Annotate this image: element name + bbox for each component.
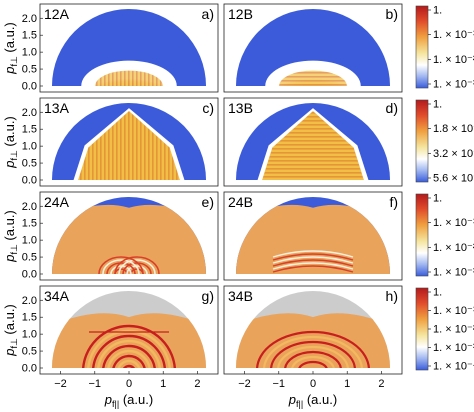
panel-letter-label: d): [386, 100, 398, 116]
y-tick-label: 2.0: [22, 295, 37, 307]
colorbar: 1. 1. × 10⁻¹ 1. × 10⁻² 1. × 10⁻³: [415, 193, 474, 279]
x-axis: −2 −1 0 1 2 pf|| (a.u.): [238, 371, 385, 409]
y-tick-label: 1.0: [22, 329, 37, 341]
panel-id-label: 13B: [228, 100, 253, 116]
panel-34A: 34A g) 0.0 0.5 1.0 1.5 2.0: [22, 285, 219, 375]
panel-id-label: 12B: [228, 6, 253, 22]
colorbar-tick-label: 1. × 10⁻⁴: [433, 361, 474, 373]
panel-id-label: 12A: [44, 6, 70, 22]
x-tick-label: −2: [238, 378, 251, 390]
y-axis-label: pf⊥ (a.u.): [2, 22, 19, 75]
colorbar-tick-label: 1. × 10⁻²: [433, 324, 474, 336]
panel-id-label: 34A: [44, 288, 70, 304]
x-tick-label: −1: [272, 378, 285, 390]
y-tick-label: 1.5: [22, 124, 37, 136]
colorbar: 1. 1. × 10⁻¹ 1. × 10⁻² 1. × 10⁻³: [415, 5, 474, 91]
y-tick-label: 1.0: [22, 235, 37, 247]
y-tick-label: 0.5: [22, 252, 37, 264]
colorbar-tick-label: 5.6 × 10⁻³: [433, 173, 474, 185]
y-tick-label: 0.5: [22, 346, 37, 358]
panel-letter-label: a): [202, 6, 214, 22]
x-axes: −2 −1 0 1 2 pf|| (a.u.) −2 −1 0 1 2 pf|| (a.u.): [54, 371, 385, 409]
x-tick-label: 1: [160, 378, 166, 390]
panel-letter-label: e): [202, 194, 214, 210]
x-tick-label: 0: [310, 378, 316, 390]
colorbar-tick-label: 1.: [433, 287, 442, 299]
colorbar-tick-label: 1.8 × 10⁻¹: [433, 123, 474, 135]
colorbar-tick-label: 1. × 10⁻²: [433, 54, 474, 66]
y-tick-label: 2.0: [22, 13, 37, 25]
colorbar: 1. 1.8 × 10⁻¹ 3.2 × 10⁻² 5.6 × 10⁻³: [415, 99, 474, 185]
y-tick-label: 2.0: [22, 107, 37, 119]
x-axis-label: pf|| (a.u.): [288, 392, 337, 409]
y-tick-label: 1.0: [22, 47, 37, 59]
panel-id-label: 13A: [44, 100, 70, 116]
colorbar-tick-label: 1. × 10⁻¹: [433, 29, 474, 41]
colorbar-tick-label: 1. × 10⁻²: [433, 242, 474, 254]
colorbar-tick-label: 1.: [433, 5, 442, 17]
y-axis-label: pf⊥ (a.u.): [2, 210, 19, 263]
x-axis: −2 −1 0 1 2 pf|| (a.u.): [54, 371, 201, 409]
x-tick-label: 1: [344, 378, 350, 390]
y-tick-label: 0.5: [22, 158, 37, 170]
panel-12B: 12B b): [223, 3, 403, 93]
panel-letter-label: c): [202, 100, 214, 116]
y-axis-label: pf⊥ (a.u.): [2, 304, 19, 357]
colorbar-gradient: [415, 287, 429, 371]
panel-plot-area: [51, 197, 207, 274]
colorbar-tick-label: 1. × 10⁻¹: [433, 305, 474, 317]
panel-letter-label: b): [386, 6, 398, 22]
colorbar-tick-label: 1. × 10⁻³: [433, 79, 474, 91]
panel-12A: 12A a) 0.0 0.5 1.0 1.5 2.0: [22, 3, 219, 93]
colorbar-gradient: [415, 5, 429, 89]
panel-13A: 13A c) 0.0 0.5 1.0 1.5 2.0: [22, 97, 219, 187]
y-tick-label: 0.0: [22, 81, 37, 93]
panel-letter-label: h): [386, 288, 398, 304]
panel-letter-label: f): [389, 194, 398, 210]
colorbar-gradient: [415, 193, 429, 277]
colorbar-tick-label: 3.2 × 10⁻²: [433, 148, 474, 160]
y-tick-label: 0.0: [22, 175, 37, 187]
y-tick-label: 0.5: [22, 64, 37, 76]
y-tick-label: 1.0: [22, 141, 37, 153]
colorbar-tick-label: 1.: [433, 193, 442, 205]
y-tick-label: 1.5: [22, 218, 37, 230]
panel-24A: 24A e) 0.0 0.5 1.0 1.5 2.0: [22, 191, 219, 281]
y-tick-label: 1.5: [22, 30, 37, 42]
colorbar: 1. 1. × 10⁻¹ 1. × 10⁻² 1. × 10⁻³ 1. × 10⁻⁴: [415, 287, 474, 373]
y-tick-label: 0.0: [22, 363, 37, 375]
colorbar-tick-label: 1. × 10⁻³: [433, 342, 474, 354]
y-tick-label: 1.5: [22, 312, 37, 324]
panel-13B: 13B d): [223, 97, 403, 187]
x-tick-label: −1: [88, 378, 101, 390]
colorbar-tick-label: 1. × 10⁻³: [433, 267, 474, 279]
panel-24B: 24B f): [223, 191, 403, 281]
panel-id-label: 24A: [44, 194, 70, 210]
y-axis-label: pf⊥ (a.u.): [2, 116, 19, 169]
y-tick-label: 0.0: [22, 269, 37, 281]
panel-letter-label: g): [202, 288, 214, 304]
panel-id-label: 24B: [228, 194, 253, 210]
colorbars: 1. 1. × 10⁻¹ 1. × 10⁻² 1. × 10⁻³ 1. 1.8 × 10⁻…: [415, 5, 474, 373]
colorbar-tick-label: 1. × 10⁻¹: [433, 217, 474, 229]
x-tick-label: 0: [126, 378, 132, 390]
panel-34B: 34B h): [223, 285, 403, 375]
x-tick-label: 2: [194, 378, 200, 390]
x-tick-label: −2: [54, 378, 67, 390]
y-axis-labels: pf⊥ (a.u.) pf⊥ (a.u.) pf⊥ (a.u.) pf⊥ (a.u.): [2, 22, 19, 357]
x-tick-label: 2: [378, 378, 384, 390]
panels: 12A a)0.00.51.01.52.0 12B b)13A c)0.00.51.01…: [22, 3, 403, 375]
panel-id-label: 34B: [228, 288, 253, 304]
colorbar-tick-label: 1.: [433, 99, 442, 111]
colorbar-gradient: [415, 99, 429, 183]
y-tick-label: 2.0: [22, 201, 37, 213]
x-axis-label: pf|| (a.u.): [104, 392, 153, 409]
